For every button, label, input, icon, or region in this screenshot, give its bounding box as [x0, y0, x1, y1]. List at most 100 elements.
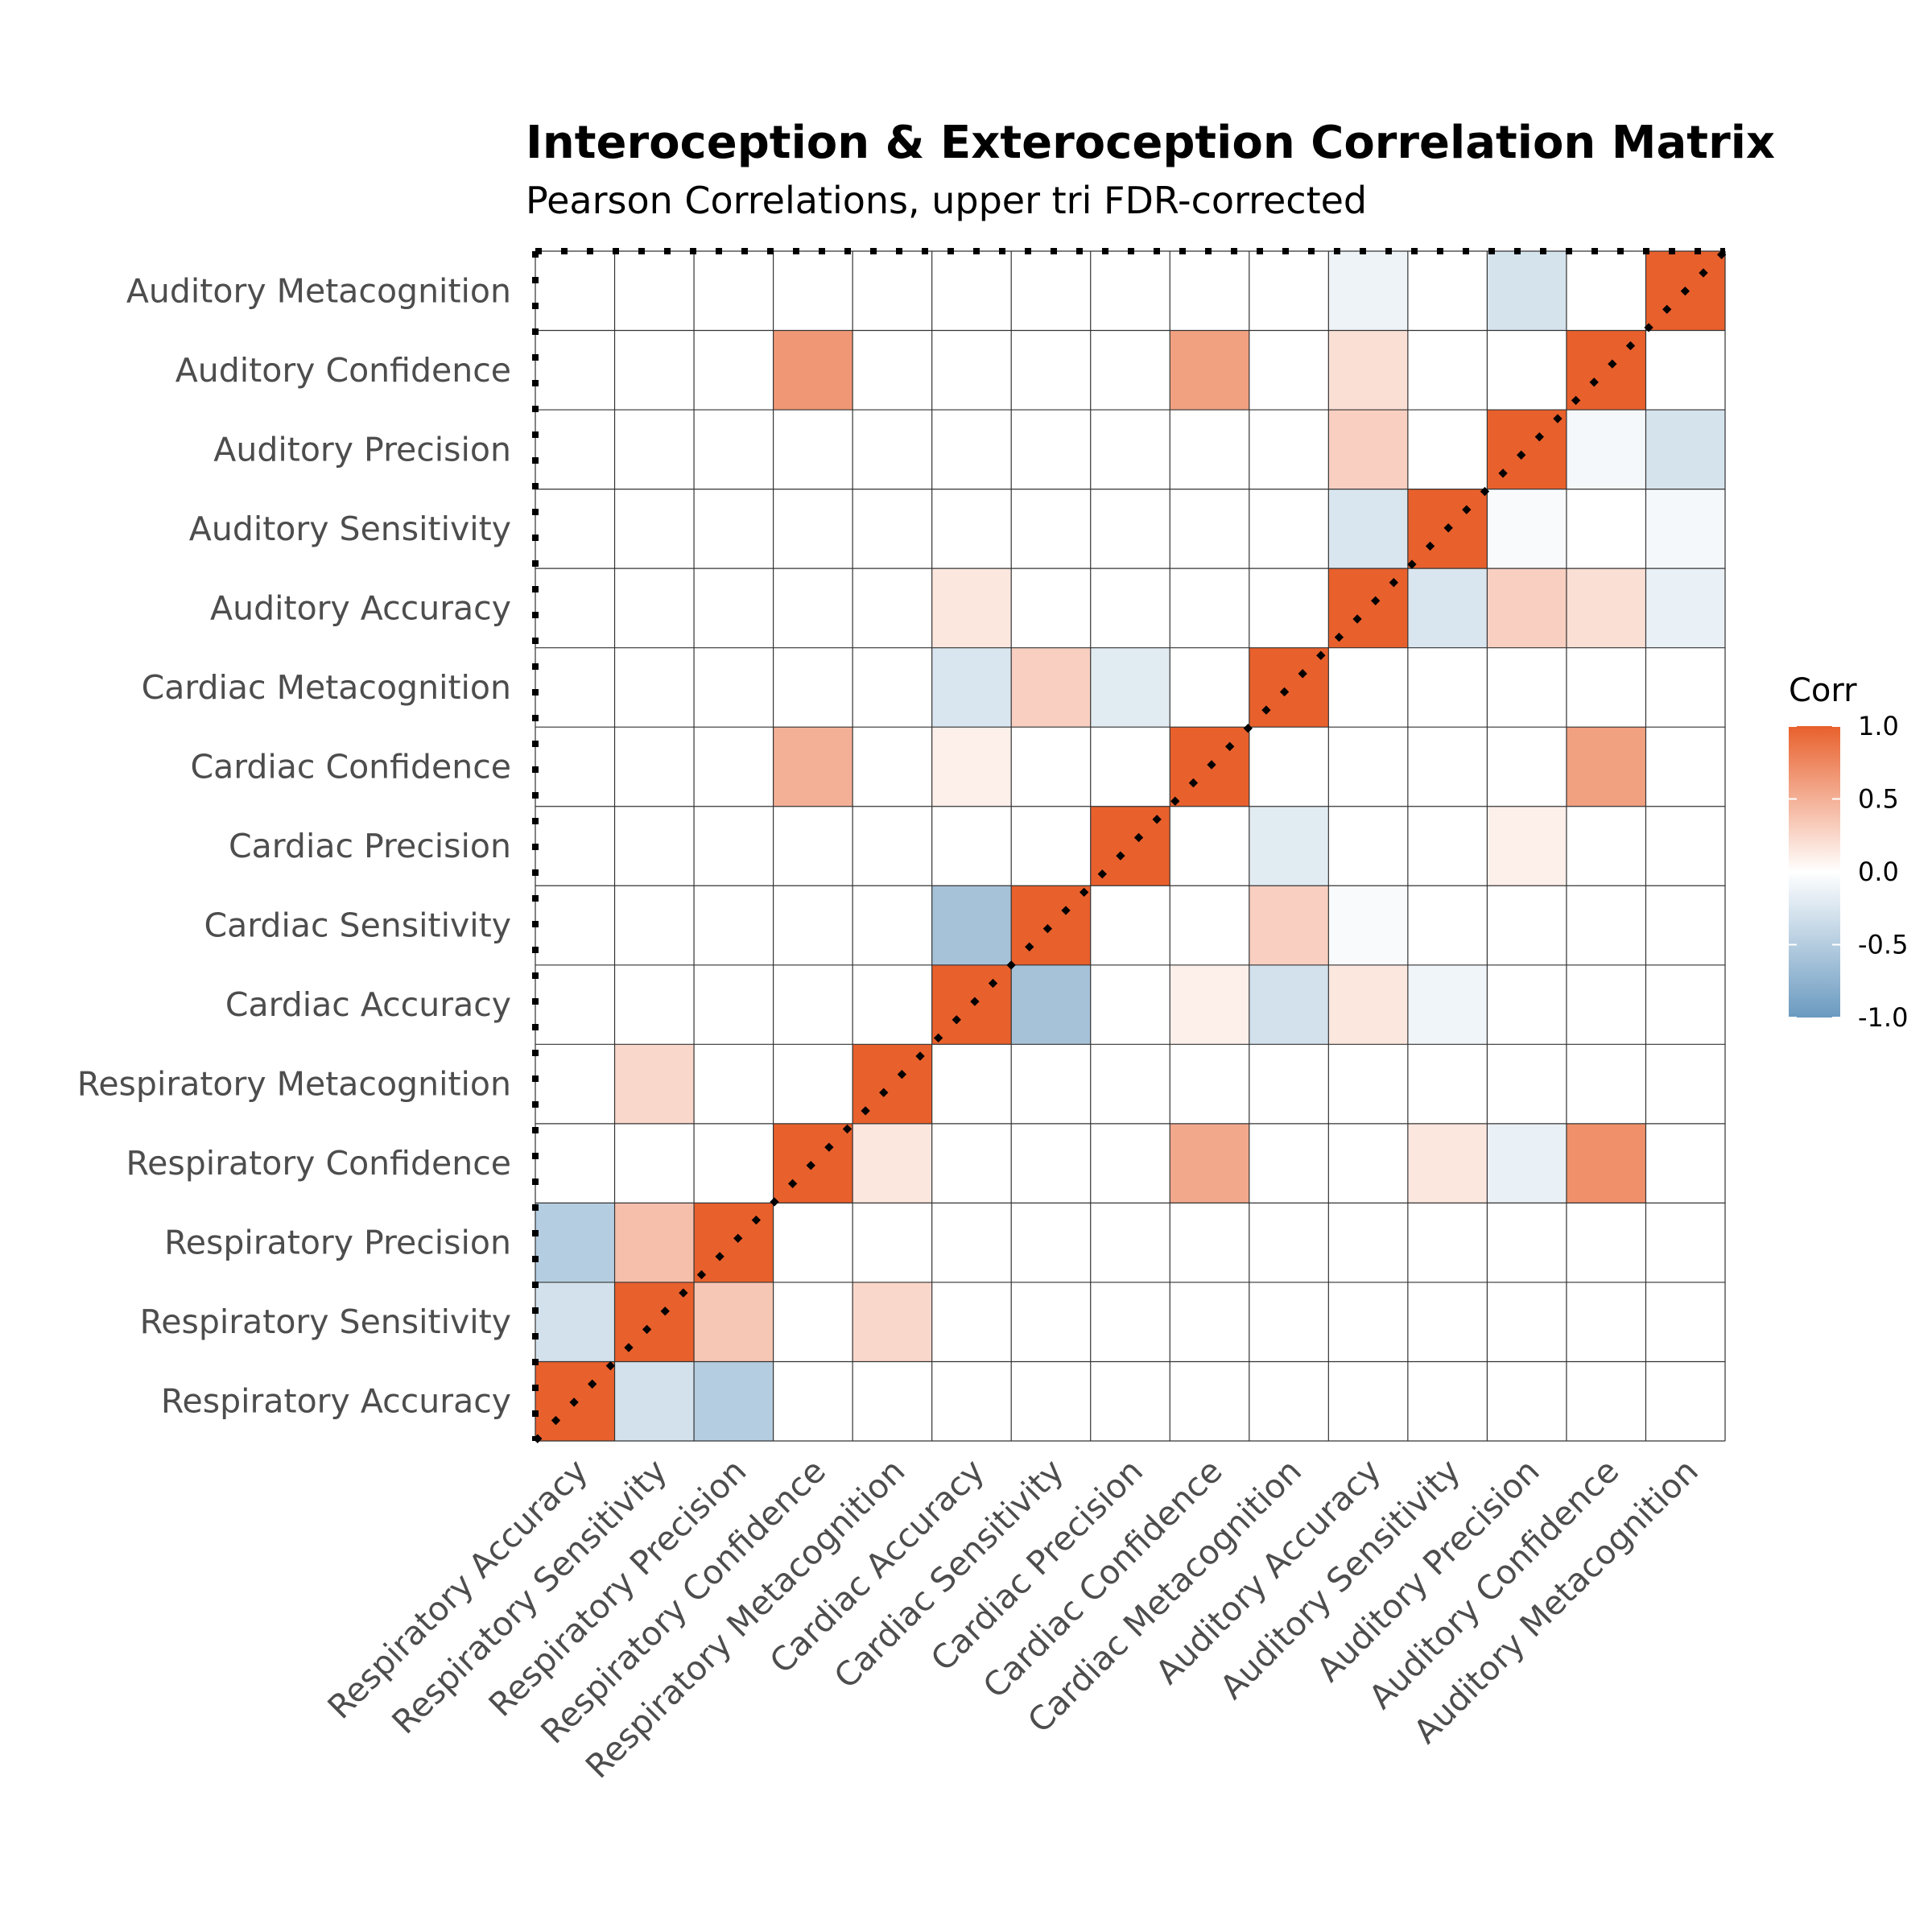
heatmap-cell [1487, 1203, 1567, 1282]
legend-tick-label: -0.5 [1858, 930, 1908, 960]
heatmap-cell [1170, 647, 1249, 728]
heatmap-cell [1170, 964, 1249, 1045]
legend-title: Corr [1789, 672, 1857, 709]
heatmap-cell [694, 806, 774, 886]
heatmap-cell [1011, 568, 1091, 648]
heatmap-cell [1090, 886, 1170, 965]
heatmap-cell [1011, 251, 1091, 331]
heatmap-cell [614, 330, 695, 411]
heatmap-cell [773, 1361, 853, 1441]
heatmap-cell [1487, 727, 1567, 807]
heatmap-cell [1487, 1123, 1567, 1203]
heatmap-cell [1566, 727, 1646, 807]
heatmap-cell [773, 1282, 853, 1362]
heatmap-cell [1090, 1282, 1170, 1362]
heatmap-cell [852, 1203, 932, 1282]
heatmap-cell [931, 1282, 1012, 1362]
heatmap-cell [1090, 647, 1170, 728]
heatmap-cell [694, 251, 774, 331]
heatmap-cell [1328, 647, 1408, 728]
heatmap-cell [1407, 568, 1488, 648]
heatmap-cell [1328, 1123, 1408, 1203]
heatmap-cell [1487, 964, 1567, 1045]
heatmap-cell [535, 568, 615, 648]
heatmap-cell [931, 489, 1012, 569]
heatmap-cell [1011, 647, 1091, 728]
heatmap-cell [1249, 489, 1329, 569]
heatmap-cell [931, 727, 1012, 807]
y-tick-label: Auditory Confidence [175, 351, 511, 390]
heatmap-cell [694, 489, 774, 569]
heatmap-cell [852, 568, 932, 648]
heatmap-cell [852, 1361, 932, 1441]
heatmap-cell [852, 251, 932, 331]
y-tick-label: Auditory Precision [213, 430, 511, 469]
heatmap-cell [1566, 489, 1646, 569]
heatmap-cell [1328, 1361, 1408, 1441]
y-tick-label: Cardiac Accuracy [225, 985, 511, 1024]
heatmap-cell [1566, 1361, 1646, 1441]
heatmap-cell [1170, 489, 1249, 569]
legend-colorbar [1789, 726, 1840, 1018]
heatmap-cell [1090, 727, 1170, 807]
heatmap-cell [694, 330, 774, 411]
heatmap-cell [773, 568, 853, 648]
heatmap-cell [1487, 251, 1567, 331]
heatmap-cell [1249, 647, 1329, 728]
heatmap-cell [1090, 964, 1170, 1045]
heatmap-cell [614, 1123, 695, 1203]
y-tick-label: Auditory Sensitivity [189, 510, 511, 548]
heatmap-cell [852, 1123, 932, 1203]
heatmap-cell [1566, 806, 1646, 886]
heatmap-cell [1090, 1044, 1170, 1124]
heatmap-cell [1170, 806, 1249, 886]
heatmap-cell [1407, 330, 1488, 411]
heatmap-cell [1249, 806, 1329, 886]
heatmap-cell [1487, 410, 1567, 489]
heatmap-cell [1249, 1123, 1329, 1203]
heatmap-cell [1407, 251, 1488, 331]
heatmap-cell [1566, 568, 1646, 648]
heatmap-cell [535, 251, 615, 331]
heatmap-cell [1645, 330, 1725, 411]
heatmap-cell [1249, 568, 1329, 648]
heatmap-cell [614, 886, 695, 965]
y-axis-labels: Respiratory Accuracy Respiratory Sensitiv… [77, 271, 511, 1420]
heatmap-cell [1407, 647, 1488, 728]
heatmap-cell [614, 1361, 695, 1441]
heatmap-cell [852, 964, 932, 1045]
heatmap-cell [773, 489, 853, 569]
heatmap-cell [1090, 410, 1170, 489]
y-tick-label: Respiratory Sensitivity [140, 1302, 511, 1341]
heatmap-cell [1249, 886, 1329, 965]
heatmap-cell [773, 727, 853, 807]
heatmap-cell [931, 886, 1012, 965]
heatmap-cell [1090, 1361, 1170, 1441]
heatmap-cell [1328, 1203, 1408, 1282]
heatmap-cell [773, 806, 853, 886]
heatmap-cell [1487, 489, 1567, 569]
heatmap-cell [1566, 1203, 1646, 1282]
heatmap-cell [694, 886, 774, 965]
heatmap-cell [773, 1044, 853, 1124]
heatmap-cell [1170, 330, 1249, 411]
heatmap-cell [614, 964, 695, 1045]
heatmap-cell [1170, 1044, 1249, 1124]
heatmap-cell [931, 251, 1012, 331]
y-tick-label: Cardiac Metacognition [142, 668, 511, 707]
heatmap-cell [1090, 568, 1170, 648]
heatmap-cell [614, 1203, 695, 1282]
heatmap-cell [1328, 727, 1408, 807]
y-tick-label: Respiratory Confidence [126, 1144, 511, 1183]
heatmap-cell [1407, 886, 1488, 965]
heatmap-cell [694, 647, 774, 728]
heatmap-cell [1170, 410, 1249, 489]
heatmap-cell [852, 647, 932, 728]
heatmap-cell [535, 964, 615, 1045]
heatmap-cell [1487, 1361, 1567, 1441]
heatmap-cell [1249, 727, 1329, 807]
heatmap-cell [1011, 964, 1091, 1045]
heatmap-cell [1645, 1282, 1725, 1362]
heatmap-cell [1566, 330, 1646, 411]
